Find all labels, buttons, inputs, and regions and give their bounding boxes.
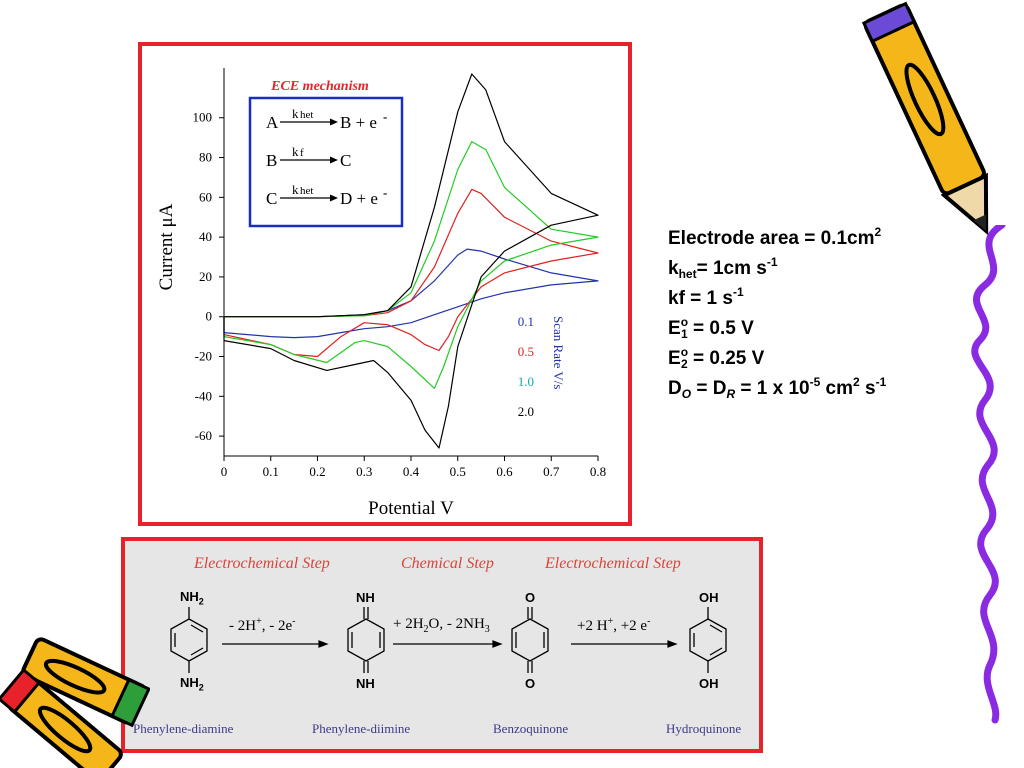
atom-nh2-bottom: NH2 [180, 675, 204, 693]
reaction-condition-1: - 2H+, - 2e- [229, 616, 296, 634]
cv-chart: 0 0.1 0.2 0.3 0.4 0.5 0.6 0.7 0.8 -60 -40 -20 0 20 40 6… [156, 68, 606, 519]
param-khet: khet= 1cm s-1 [668, 255, 778, 281]
benzene-ring-1 [170, 607, 208, 673]
y-tick-label: 40 [199, 229, 212, 244]
mech-arrow-head [330, 118, 338, 126]
mech-rate-constant: k [292, 182, 299, 197]
step-title-electrochemical-2: Electrochemical Step [545, 555, 681, 572]
compound-name-hydroquinone: Hydroquinone [666, 721, 742, 736]
quinoid-ring-3 [511, 607, 549, 673]
reaction-scheme-panel: Electrochemical Step Chemical Step Elect… [121, 537, 763, 753]
y-tick-label: -60 [195, 428, 212, 443]
cv-curve-2-0 [223, 73, 599, 449]
cv-curve-0-5 [223, 188, 599, 358]
mech-rate-subscript: het [300, 185, 313, 197]
param-kf: kf = 1 s-1 [668, 285, 744, 309]
chart-curves [223, 73, 599, 449]
atom-o-bottom: O [525, 676, 536, 691]
mech-rate-subscript: f [300, 147, 304, 159]
mech-arrow-head [330, 194, 338, 202]
x-tick-label: 0.6 [496, 464, 513, 479]
reaction-scheme-drawing [170, 607, 727, 673]
chart-axes: 0 0.1 0.2 0.3 0.4 0.5 0.6 0.7 0.8 -60 -40 -20 0 20 40 6… [156, 68, 606, 519]
mech-product-charge: - [383, 185, 387, 200]
x-tick-label: 0.3 [356, 464, 372, 479]
legend-entry-0-1: 0.1 [518, 314, 534, 329]
compound-name-phenylene-diamine: Phenylene-diamine [133, 721, 234, 736]
legend-entry-2-0: 2.0 [518, 404, 534, 419]
param-e2: Eo2 = 0.25 V [668, 345, 765, 371]
ece-mechanism-title: ECE mechanism [270, 79, 369, 94]
x-axis-title: Potential V [368, 498, 454, 519]
x-tick-label: 0.8 [590, 464, 606, 479]
x-tick-label: 0.4 [403, 464, 420, 479]
legend-title: Scan Rate V/s [551, 316, 566, 389]
pencil-decoration-top [861, 1, 989, 236]
compound-name-benzoquinone: Benzoquinone [493, 721, 569, 736]
mech-product-charge: - [383, 109, 387, 124]
step-title-chemical: Chemical Step [401, 555, 494, 572]
atom-oh-bottom: OH [699, 676, 719, 691]
x-tick-label: 0.1 [263, 464, 279, 479]
y-tick-label: -20 [195, 349, 212, 364]
legend-entry-1-0: 1.0 [518, 374, 534, 389]
reaction-arrows [222, 640, 678, 648]
y-axis-title: Current μA [156, 203, 177, 290]
mech-rate-constant: k [292, 106, 299, 121]
quinoid-ring-2 [347, 607, 385, 673]
y-tick-label: -40 [195, 388, 212, 403]
param-electrode-area: Electrode area = 0.1cm2 [668, 225, 882, 249]
atom-nh2-top: NH2 [180, 589, 204, 607]
atom-nh-bottom: NH [356, 676, 375, 691]
param-diffusion: DO = DR = 1 x 10-5 cm2 s-1 [668, 375, 887, 401]
ece-mechanism-frame [248, 96, 404, 228]
cv-curve-1-0 [223, 140, 599, 389]
y-tick-label: 60 [199, 189, 212, 204]
y-tick-label: 0 [206, 309, 213, 324]
chart-legend: 0.1 0.5 1.0 2.0 Scan Rate V/s [518, 314, 566, 419]
reaction-condition-2: + 2H2O, - 2NH3 [393, 616, 490, 635]
mech-rate-subscript: het [300, 109, 313, 121]
mech-reactant: C [266, 189, 277, 208]
step-title-electrochemical-1: Electrochemical Step [194, 555, 330, 572]
cv-chart-panel: 0 0.1 0.2 0.3 0.4 0.5 0.6 0.7 0.8 -60 -40 -20 0 20 40 6… [138, 42, 632, 526]
mech-product: B + e [340, 113, 377, 132]
y-tick-label: 100 [193, 110, 213, 125]
compound-name-phenylene-diimine: Phenylene-diimine [312, 721, 411, 736]
legend-entry-0-5: 0.5 [518, 344, 534, 359]
x-tick-label: 0 [221, 464, 228, 479]
purple-squiggle-decoration [971, 225, 1006, 724]
mech-reactant: B [266, 151, 277, 170]
mech-product: D + e [340, 189, 378, 208]
mech-reactant: A [266, 113, 279, 132]
atom-o-top: O [525, 590, 536, 605]
simulation-parameters: Electrode area = 0.1cm2 khet= 1cm s-1 kf… [668, 217, 887, 401]
mech-rate-constant: k [292, 144, 299, 159]
atom-oh-top: OH [699, 590, 719, 605]
param-e1: Eo1 = 0.5 V [668, 315, 754, 341]
mech-product: C [340, 151, 351, 170]
mech-arrow-head [330, 156, 338, 164]
benzene-ring-4 [689, 607, 727, 673]
atom-nh-top: NH [356, 590, 375, 605]
x-tick-label: 0.7 [543, 464, 560, 479]
y-tick-label: 20 [199, 269, 212, 284]
x-tick-label: 0.5 [450, 464, 466, 479]
pencils-decoration-bottom-left [0, 637, 150, 768]
y-tick-label: 80 [199, 150, 212, 165]
x-tick-label: 0.2 [309, 464, 325, 479]
reaction-condition-3: +2 H+, +2 e- [577, 616, 651, 634]
